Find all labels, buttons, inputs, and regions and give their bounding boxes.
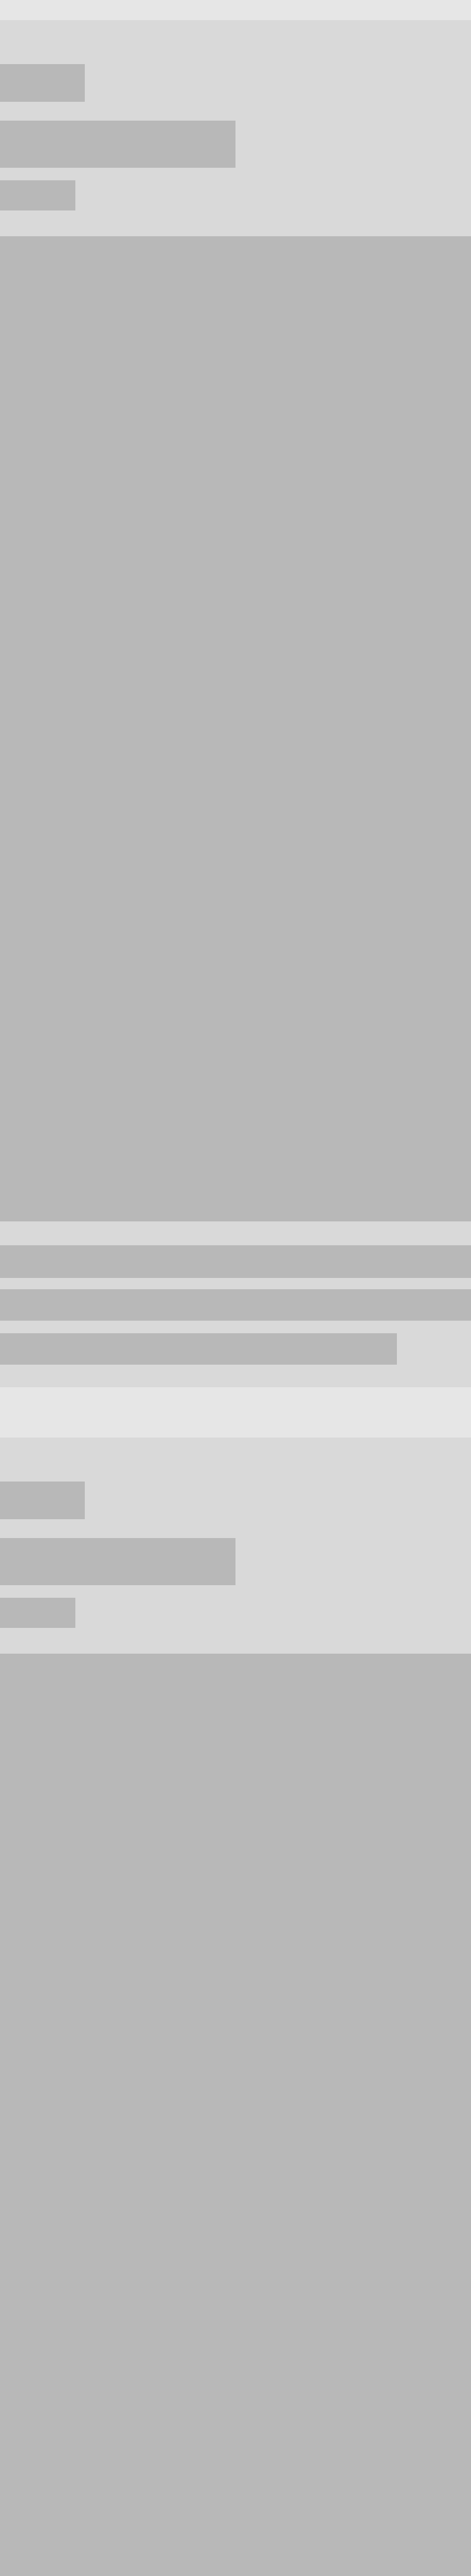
meta-line-skeleton (0, 1598, 75, 1628)
footer-line-skeleton (0, 1333, 397, 1365)
author-line-skeleton (0, 64, 85, 102)
post-media-skeleton-1 (0, 236, 471, 1221)
top-separator (0, 0, 471, 20)
footer-divider-skeleton (0, 1278, 471, 1289)
post-media-skeleton-2 (0, 1654, 471, 2576)
footer-bar-skeleton-2 (0, 1289, 471, 1321)
post-header-skeleton-1 (0, 20, 471, 236)
meta-line-skeleton (0, 180, 75, 210)
post-header-skeleton-2 (0, 1438, 471, 1654)
feed-separator (0, 1387, 471, 1438)
author-line-skeleton (0, 1482, 85, 1519)
title-line-skeleton (0, 1538, 236, 1585)
footer-bar-skeleton-1 (0, 1245, 471, 1278)
post-footer-skeleton-1 (0, 1221, 471, 1440)
title-line-skeleton (0, 121, 236, 168)
